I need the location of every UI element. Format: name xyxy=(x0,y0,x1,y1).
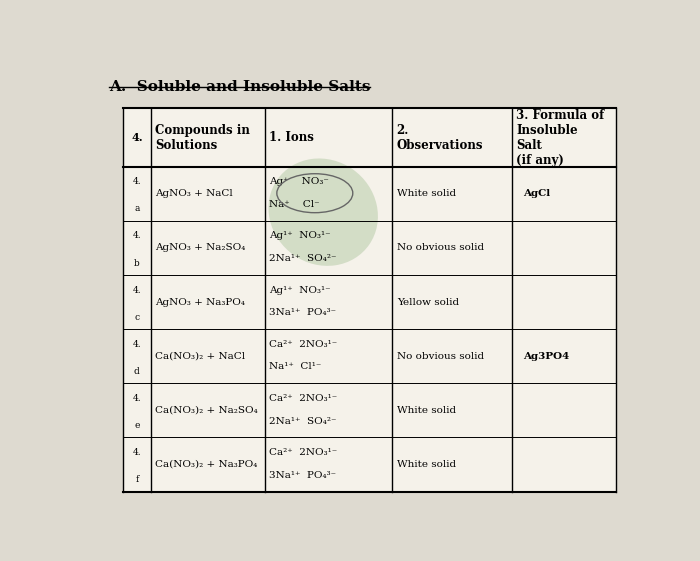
Text: 2Na¹⁺  SO₄²⁻: 2Na¹⁺ SO₄²⁻ xyxy=(270,254,337,263)
Text: Ca²⁺  2NO₃¹⁻: Ca²⁺ 2NO₃¹⁻ xyxy=(270,340,337,349)
Text: 4.: 4. xyxy=(132,232,141,241)
Text: Ca²⁺  2NO₃¹⁻: Ca²⁺ 2NO₃¹⁻ xyxy=(270,394,337,403)
Text: Ag¹⁺  NO₃¹⁻: Ag¹⁺ NO₃¹⁻ xyxy=(270,232,331,241)
Text: White solid: White solid xyxy=(397,406,456,415)
Text: Na⁺    Cl⁻: Na⁺ Cl⁻ xyxy=(270,200,320,209)
Text: White solid: White solid xyxy=(397,189,456,198)
Text: e: e xyxy=(134,421,139,430)
Text: No obvious solid: No obvious solid xyxy=(397,243,484,252)
Text: AgCl: AgCl xyxy=(523,189,550,198)
Text: f: f xyxy=(135,475,139,484)
Text: Ca²⁺  2NO₃¹⁻: Ca²⁺ 2NO₃¹⁻ xyxy=(270,448,337,457)
Text: Ca(NO₃)₂ + Na₃PO₄: Ca(NO₃)₂ + Na₃PO₄ xyxy=(155,460,258,469)
Text: 4.: 4. xyxy=(132,286,141,295)
Text: 2.
Observations: 2. Observations xyxy=(397,123,483,151)
Text: Yellow solid: Yellow solid xyxy=(397,297,459,306)
Text: c: c xyxy=(134,312,139,321)
Text: 4.: 4. xyxy=(131,132,143,143)
Text: Ag⁺    NO₃⁻: Ag⁺ NO₃⁻ xyxy=(270,177,329,186)
Text: White solid: White solid xyxy=(397,460,456,469)
Bar xyxy=(122,108,617,491)
Text: No obvious solid: No obvious solid xyxy=(397,352,484,361)
Text: 4.: 4. xyxy=(132,394,141,403)
Text: Compounds in
Solutions: Compounds in Solutions xyxy=(155,123,250,151)
Text: a: a xyxy=(134,204,139,213)
Text: Na¹⁺  Cl¹⁻: Na¹⁺ Cl¹⁻ xyxy=(270,362,321,371)
Text: Ag3PO4: Ag3PO4 xyxy=(523,352,569,361)
Text: 3. Formula of
Insoluble
Salt
(if any): 3. Formula of Insoluble Salt (if any) xyxy=(516,108,604,167)
Text: 3Na¹⁺  PO₄³⁻: 3Na¹⁺ PO₄³⁻ xyxy=(270,309,337,318)
Text: 4.: 4. xyxy=(132,177,141,186)
Text: 4.: 4. xyxy=(132,448,141,457)
Text: 3Na¹⁺  PO₄³⁻: 3Na¹⁺ PO₄³⁻ xyxy=(270,471,337,480)
Text: 2Na¹⁺  SO₄²⁻: 2Na¹⁺ SO₄²⁻ xyxy=(270,417,337,426)
Text: AgNO₃ + NaCl: AgNO₃ + NaCl xyxy=(155,189,233,198)
Text: Ca(NO₃)₂ + Na₂SO₄: Ca(NO₃)₂ + Na₂SO₄ xyxy=(155,406,258,415)
Text: A.  Soluble and Insoluble Salts: A. Soluble and Insoluble Salts xyxy=(109,80,371,94)
Text: Ca(NO₃)₂ + NaCl: Ca(NO₃)₂ + NaCl xyxy=(155,352,246,361)
Text: b: b xyxy=(134,259,140,268)
Text: 4.: 4. xyxy=(132,340,141,349)
Text: d: d xyxy=(134,367,140,376)
Text: AgNO₃ + Na₂SO₄: AgNO₃ + Na₂SO₄ xyxy=(155,243,246,252)
Text: Ag¹⁺  NO₃¹⁻: Ag¹⁺ NO₃¹⁻ xyxy=(270,286,331,295)
Ellipse shape xyxy=(269,158,378,266)
Text: 1. Ions: 1. Ions xyxy=(270,131,314,144)
Text: AgNO₃ + Na₃PO₄: AgNO₃ + Na₃PO₄ xyxy=(155,297,245,306)
